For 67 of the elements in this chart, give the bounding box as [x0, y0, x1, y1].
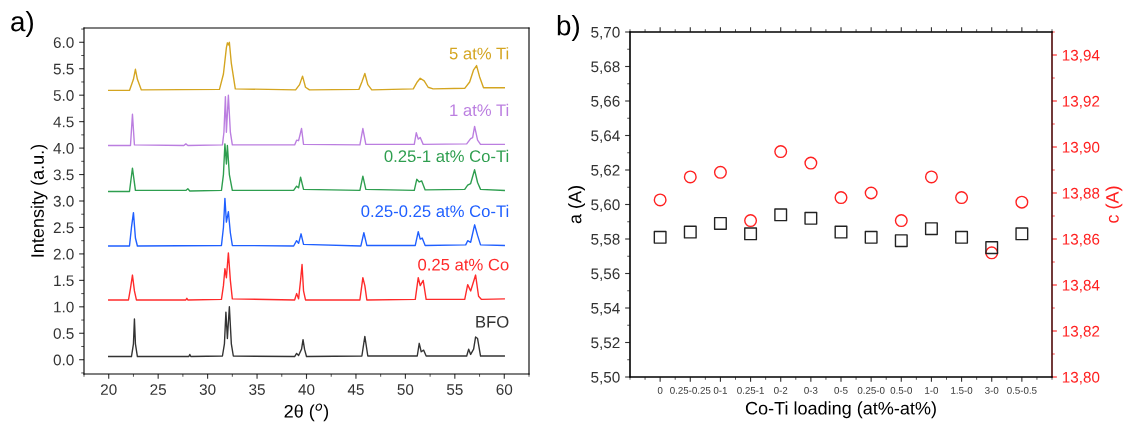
x-tick-label: 0-5 — [834, 386, 848, 394]
x-tick-label: 3-0 — [985, 386, 999, 394]
y2-tick-label: 13,84 — [1062, 279, 1100, 293]
y2-tick-label: 13,88 — [1062, 187, 1100, 201]
chart-title: b) — [557, 15, 579, 41]
y-tick-label: 5.0 — [53, 90, 74, 101]
y-tick-label: 3.5 — [53, 169, 74, 181]
x-tick-label: 1-0 — [925, 386, 939, 394]
y-tick-label: 5,60 — [591, 199, 620, 212]
x-tick-label: 40 — [298, 384, 315, 395]
y2-tick-label: 13,86 — [1062, 233, 1100, 247]
y-tick-label: 5,68 — [591, 61, 620, 74]
y-tick-label: 5,66 — [591, 95, 620, 109]
y2-tick-label: 13,82 — [1062, 325, 1100, 339]
x-tick-label: 35 — [249, 384, 265, 395]
x-tick-label: 60 — [496, 384, 513, 395]
x-tick-label: 0-1 — [713, 386, 727, 394]
y-tick-label: 2.5 — [53, 222, 74, 234]
x-tick-label: 0-2 — [774, 386, 788, 394]
x-tick-label: 25 — [150, 384, 167, 395]
y2-tick-label: 13,94 — [1062, 49, 1100, 63]
series-label: 0.25-1 at% Co-Ti — [384, 149, 509, 163]
x-tick-label: 0.25-0 — [857, 386, 885, 394]
series-label: 1 at% Ti — [450, 103, 509, 117]
y-tick-label: 5,70 — [591, 26, 620, 40]
x-tick-label: 50 — [397, 384, 414, 395]
x-tick-label: 45 — [347, 384, 364, 395]
y-tick-label: 5,56 — [591, 268, 620, 281]
y-tick-label: 5,58 — [591, 233, 620, 247]
y-tick-label: 1.0 — [54, 301, 74, 313]
y-tick-label: 4.5 — [53, 116, 74, 128]
series-label: 0.25-0.25 at% Co-Ti — [361, 204, 509, 218]
x-axis-title: Co-Ti loading (at%-at%) — [745, 401, 936, 419]
y-tick-label: 6.0 — [53, 37, 74, 48]
chart-title: a) — [11, 11, 33, 37]
x-tick-label: 0.25-1 — [737, 386, 764, 394]
y-axis-title: a (A) — [568, 186, 585, 224]
y-tick-label: 2.0 — [53, 248, 74, 260]
x-tick-label: 55 — [446, 384, 463, 395]
y2-axis-title: c (A) — [1105, 186, 1123, 223]
y-tick-label: 0.0 — [53, 354, 74, 366]
y-tick-label: 5,50 — [591, 371, 620, 385]
series-label: 0.25 at% Co — [418, 258, 509, 271]
x-tick-label: 0 — [657, 386, 663, 394]
x-tick-label: 0-3 — [804, 386, 818, 394]
y-tick-label: 0.5 — [53, 328, 74, 339]
y-tick-label: 5,54 — [591, 303, 620, 316]
x-tick-label: 0.5-0 — [890, 386, 912, 394]
y2-tick-label: 13,92 — [1062, 95, 1100, 109]
y-tick-label: 3.0 — [53, 195, 74, 207]
y2-tick-label: 13,90 — [1062, 141, 1100, 155]
series-label: 5 at% Ti — [449, 47, 509, 60]
y2-tick-label: 13,80 — [1062, 371, 1100, 385]
x-tick-label: 20 — [101, 384, 117, 395]
y-tick-label: 5.5 — [53, 63, 74, 75]
series-label: BFO — [476, 315, 509, 328]
x-tick-label: 0.5-0.5 — [1007, 386, 1037, 394]
y-tick-label: 1.5 — [54, 275, 74, 287]
y-tick-label: 4.0 — [53, 142, 74, 154]
y-axis-title: Intensity (a.u.) — [30, 144, 48, 257]
x-axis-title: 2θ ($^{o}$) — [284, 403, 329, 422]
y-tick-label: 5,52 — [591, 337, 620, 350]
x-tick-label: 30 — [199, 384, 216, 395]
y-tick-label: 5,62 — [591, 164, 620, 178]
y-tick-label: 5,64 — [591, 130, 620, 143]
x-tick-label: 0.25-0.25 — [670, 386, 711, 394]
x-tick-label: 1.5-0 — [951, 386, 973, 394]
